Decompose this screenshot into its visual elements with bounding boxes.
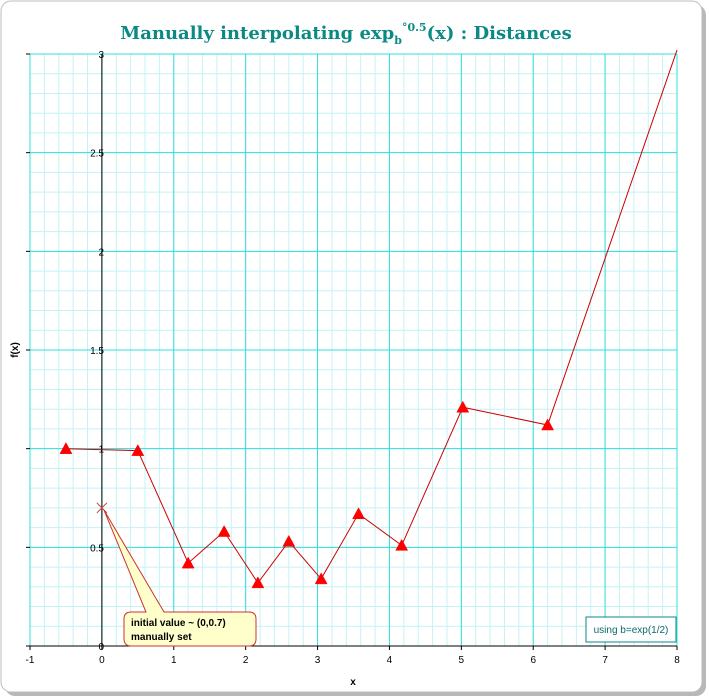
data-point-marker (181, 556, 195, 569)
y-tick-label: 2 (98, 247, 104, 258)
note-text: using b=exp(1/2) (594, 625, 669, 636)
data-point-marker (282, 534, 296, 547)
x-tick-label: 5 (459, 655, 465, 666)
data-point-marker (314, 572, 328, 585)
series-line (65, 49, 678, 584)
x-tick-label: 8 (674, 655, 680, 666)
y-tick-label: 1 (98, 445, 104, 456)
callout-bubble (103, 509, 257, 647)
x-tick-label: 6 (530, 655, 536, 666)
y-tick-label: 1.5 (90, 346, 104, 357)
x-tick-label: 7 (602, 655, 608, 666)
x-tick-label: 1 (171, 655, 177, 666)
y-axis-ticks: 0 0.5 1 1.5 2 2.5 3 (26, 50, 104, 653)
x-tick-label: 0 (99, 655, 105, 666)
x-tick-label: 2 (243, 655, 249, 666)
y-tick-label: 0 (98, 642, 104, 653)
x-tick-label: 3 (315, 655, 321, 666)
data-point-marker (131, 444, 145, 456)
initial-point-marker (96, 502, 108, 514)
callout-line-2: manually set (131, 632, 192, 643)
x-tick-label: -1 (26, 655, 35, 666)
series (59, 49, 678, 589)
data-point-marker (251, 576, 265, 589)
x-axis-label: x (350, 677, 356, 688)
x-tick-label: 4 (387, 655, 393, 666)
chart-title: Manually interpolating expb°0.5(x) : Dis… (120, 21, 571, 47)
data-point-marker (456, 400, 470, 413)
y-tick-label: 0.5 (90, 543, 104, 554)
x-axis-ticks: -1 0 1 2 3 4 5 6 7 8 (26, 646, 680, 666)
note-border (585, 616, 677, 643)
y-tick-label: 2.5 (90, 149, 104, 160)
data-point-marker (395, 538, 409, 551)
note-box: using b=exp(1/2) (585, 616, 677, 643)
callout-line-1: initial value ~ (0,0.7) (131, 618, 226, 629)
data-point-marker (352, 507, 365, 520)
data-point-marker (541, 418, 555, 431)
y-tick-label: 3 (98, 50, 104, 61)
y-axis-label: f(x) (10, 342, 21, 358)
data-point-marker (59, 442, 73, 454)
data-point-marker (217, 525, 231, 537)
initial-value-callout: initial value ~ (0,0.7) manually set (103, 509, 257, 647)
